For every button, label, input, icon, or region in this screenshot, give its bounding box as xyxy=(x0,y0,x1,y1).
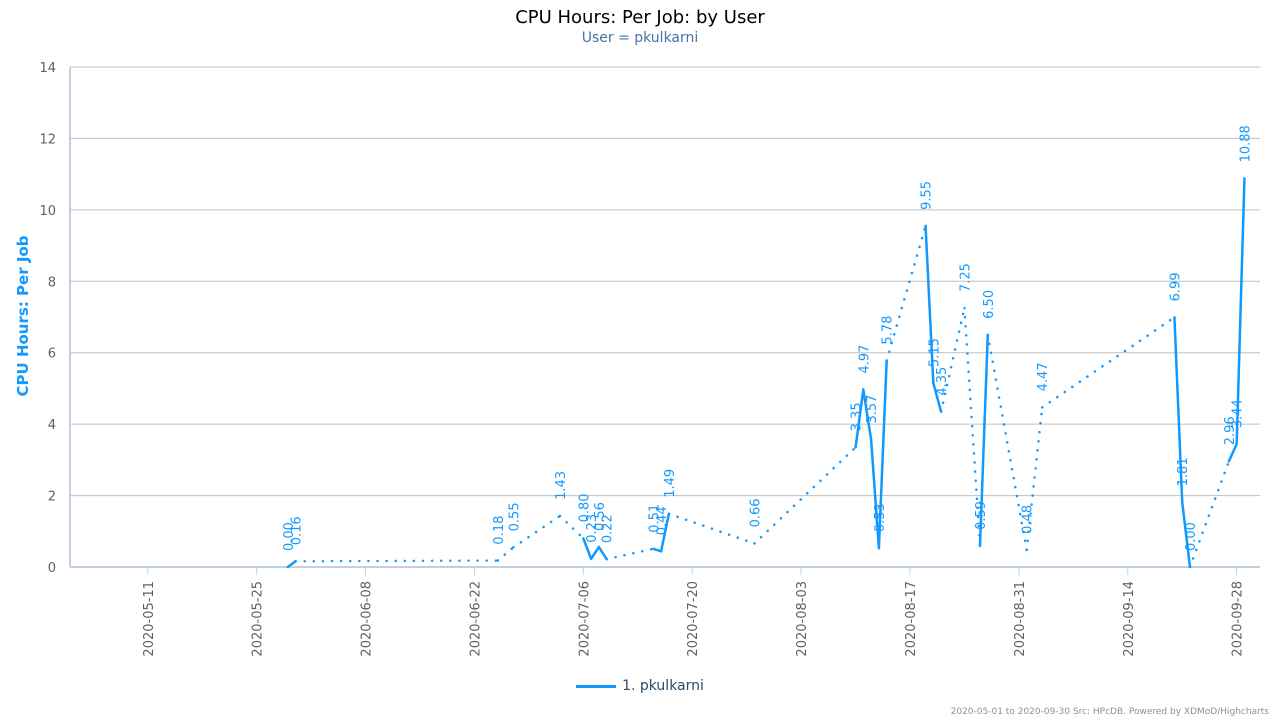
series-segment-dotted xyxy=(667,512,756,545)
series-segment-dotted xyxy=(986,333,1028,552)
y-tick-label: 12 xyxy=(39,132,56,147)
data-label: 0.00 xyxy=(1184,522,1199,551)
y-tick-label: 2 xyxy=(48,490,56,505)
series-segment xyxy=(582,537,593,561)
data-label: 0.80 xyxy=(577,493,592,522)
y-axis-label: CPU Hours: Per Job xyxy=(14,235,32,396)
data-label: 2.96 xyxy=(1223,416,1238,445)
legend[interactable]: 1. pkulkarni xyxy=(0,678,1280,694)
series-segment-dotted xyxy=(1040,316,1176,409)
data-label: 0.18 xyxy=(492,516,507,545)
x-tick-label: 2020-09-28 xyxy=(1231,581,1246,657)
series-segment xyxy=(652,547,663,553)
data-label: 0.53 xyxy=(873,503,888,532)
series-segment xyxy=(286,560,297,569)
data-label: 6.99 xyxy=(1168,272,1183,301)
x-tick-label: 2020-08-03 xyxy=(795,581,810,657)
data-label: 0.00 xyxy=(282,522,297,551)
data-label: 7.25 xyxy=(958,263,973,292)
data-label: 0.51 xyxy=(647,504,662,533)
data-label: 6.50 xyxy=(982,290,997,319)
x-tick-label: 2020-05-25 xyxy=(251,581,266,657)
series-segment-dotted xyxy=(558,514,585,540)
series-segment-dotted xyxy=(605,547,655,561)
series-segment xyxy=(924,224,935,385)
y-axis-ticks: 0 2 4 6 8 10 12 14 xyxy=(39,61,56,576)
data-label: 0.23 xyxy=(585,514,600,543)
series-segment-dotted xyxy=(294,559,500,563)
data-label: 1.49 xyxy=(663,469,678,498)
series-segment xyxy=(1173,316,1184,504)
data-label: 0.55 xyxy=(507,502,522,531)
data-labels: 0.000.16 0.18 0.551.430.800.230.560.22 0.51… xyxy=(282,125,1254,551)
x-tick-label: 2020-08-17 xyxy=(904,581,919,657)
x-tick-label: 2020-08-31 xyxy=(1013,581,1028,657)
series-segment xyxy=(932,381,943,413)
data-label: 3.35 xyxy=(850,402,865,431)
data-label: 4.35 xyxy=(935,367,950,396)
series-segment xyxy=(978,333,990,548)
series-segment-dotted xyxy=(1025,406,1044,552)
y-tick-label: 8 xyxy=(48,275,56,290)
y-tick-label: 6 xyxy=(48,347,56,362)
data-label: 0.44 xyxy=(655,506,670,535)
y-tick-label: 0 xyxy=(48,561,56,576)
data-label: 0.56 xyxy=(593,502,608,531)
data-label: 3.57 xyxy=(865,395,880,424)
data-label: 10.88 xyxy=(1238,125,1253,162)
chart-subtitle: User = pkulkarni xyxy=(581,30,699,46)
series-segment-dotted xyxy=(1188,460,1231,569)
axes xyxy=(69,67,1260,568)
legend-item-pkulkarni[interactable]: 1. pkulkarni xyxy=(622,678,704,694)
series-segment xyxy=(862,388,873,441)
data-label: 5.78 xyxy=(881,316,896,345)
series-segment-dotted xyxy=(963,306,982,548)
series-segment xyxy=(1180,501,1192,569)
legend-swatch xyxy=(576,684,617,688)
data-label: 5.15 xyxy=(927,338,942,367)
data-label: 4.47 xyxy=(1036,362,1051,391)
data-label: 0.66 xyxy=(748,498,763,527)
series-segment xyxy=(869,438,881,550)
series-segment xyxy=(1227,442,1238,463)
data-label: 1.81 xyxy=(1176,457,1191,486)
x-tick-label: 2020-07-20 xyxy=(686,581,701,657)
data-label: 4.97 xyxy=(857,345,872,374)
data-label: 0.59 xyxy=(974,501,989,530)
series-segment xyxy=(877,359,888,550)
data-label: 0.16 xyxy=(290,516,305,545)
series-segment-dotted xyxy=(939,306,966,413)
x-tick-label: 2020-06-22 xyxy=(468,581,483,657)
data-label: 0.48 xyxy=(1021,505,1036,534)
y-tick-label: 10 xyxy=(39,204,56,219)
chart-title: CPU Hours: Per Job: by User xyxy=(515,7,765,28)
x-tick-label: 2020-05-11 xyxy=(142,581,157,657)
series-segment xyxy=(854,388,865,449)
credits: 2020-05-01 to 2020-09-30 Src: HPcDB. Pow… xyxy=(950,707,1269,717)
y-tick-label: 14 xyxy=(39,61,56,76)
series-segment xyxy=(597,545,608,561)
x-tick-label: 2020-09-14 xyxy=(1122,581,1137,657)
x-tick-label: 2020-06-08 xyxy=(360,581,375,657)
series-segment xyxy=(1235,177,1246,446)
data-label: 9.55 xyxy=(920,181,935,210)
x-axis-ticks: 2020-05-11 2020-05-25 2020-06-08 2020-06-22… xyxy=(142,567,1246,657)
data-label: 1.43 xyxy=(554,471,569,500)
series-segment-dotted xyxy=(496,546,515,562)
series-pkulkarni xyxy=(286,177,1246,569)
data-label: 3.44 xyxy=(1231,399,1246,428)
series-segment-dotted xyxy=(512,514,562,549)
x-tick-label: 2020-07-06 xyxy=(577,581,592,657)
series-segment xyxy=(589,545,601,561)
data-label: 0.22 xyxy=(601,514,616,543)
series-segment xyxy=(659,512,671,553)
y-tick-label: 4 xyxy=(48,418,56,433)
